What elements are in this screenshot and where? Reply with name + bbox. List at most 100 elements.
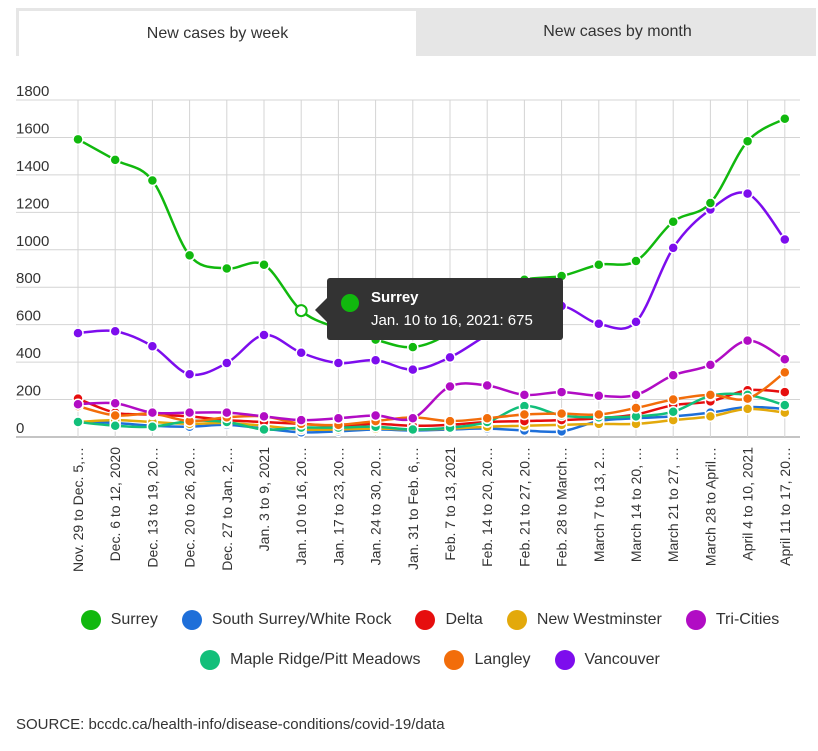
tab-by-week[interactable]: New cases by week (16, 8, 419, 56)
data-point-tri-cities (369, 409, 382, 422)
y-tick-label: 600 (16, 308, 41, 325)
data-point-surrey (221, 262, 233, 275)
data-point-tri-cities (555, 386, 568, 398)
data-point-vancouver (667, 242, 679, 254)
legend-item-maple-ridge[interactable]: Maple Ridge/Pitt Meadows (200, 650, 420, 670)
legend-label: New Westminster (536, 611, 662, 628)
x-tick-label: Jan. 24 to 30, 20… (368, 447, 384, 565)
data-point-vancouver (295, 347, 307, 359)
source-note: SOURCE: bccdc.ca/health-info/disease-con… (16, 716, 445, 733)
legend-label: South Surrey/White Rock (211, 611, 392, 628)
data-point-delta (779, 386, 791, 398)
x-tick-label: Dec. 6 to 12, 2020 (107, 447, 123, 562)
data-point-langley (109, 409, 121, 422)
legend-item-langley[interactable]: Langley (444, 650, 531, 670)
data-point-tri-cities (146, 406, 159, 419)
series-line-tri-cities (77, 339, 786, 422)
y-tick-label: 1800 (16, 83, 49, 100)
x-tick-label: April 11 to 17, 20… (777, 447, 793, 566)
data-point-tri-cities (258, 410, 270, 423)
legend-dot-icon (415, 610, 436, 630)
data-point-langley (667, 393, 679, 406)
data-point-vancouver (221, 357, 233, 369)
data-point-vancouver (146, 340, 159, 352)
y-tick-label: 1600 (16, 120, 49, 137)
data-point-maple-ridge-pitt-meadows (109, 420, 121, 432)
data-point-tri-cities (72, 398, 84, 410)
data-point-surrey (294, 304, 308, 318)
data-point-tri-cities (667, 369, 679, 381)
legend-label: Tri-Cities (715, 611, 780, 628)
legend-item-surrey[interactable]: Surrey (80, 610, 158, 630)
data-point-tri-cities (295, 414, 307, 426)
tab-by-month[interactable]: New cases by month (419, 8, 816, 56)
data-point-new-westminster (704, 410, 717, 423)
x-tick-label: Jan. 3 to 9, 2021 (256, 447, 272, 552)
legend-label: Langley (474, 651, 531, 668)
y-tick-label: 200 (16, 383, 41, 400)
legend-dot-icon (200, 650, 221, 670)
x-tick-label: Nov. 29 to Dec. 5,… (70, 447, 86, 572)
data-point-vancouver (369, 354, 382, 366)
y-tick-label: 400 (16, 345, 41, 362)
data-point-tri-cities (593, 390, 605, 402)
data-point-vancouver (593, 317, 605, 330)
data-point-surrey (704, 197, 717, 209)
data-point-surrey (407, 341, 419, 353)
data-point-tri-cities (704, 359, 717, 371)
legend-label: Maple Ridge/Pitt Meadows (230, 651, 421, 668)
data-point-langley (518, 408, 531, 421)
x-tick-label: March 28 to April… (702, 447, 718, 566)
legend-row: Maple Ridge/Pitt Meadows Langley Vancouv… (60, 640, 800, 680)
legend-item-new-westminster[interactable]: New Westminster (506, 610, 662, 630)
data-point-vancouver (630, 316, 642, 328)
legend-item-south-surrey[interactable]: South Surrey/White Rock (181, 610, 392, 630)
data-point-vancouver (183, 368, 196, 381)
data-point-langley (555, 407, 568, 420)
x-tick-label: Feb. 21 to 27, 20… (516, 447, 532, 567)
data-point-maple-ridge-pitt-meadows (72, 416, 84, 428)
x-tick-label: Dec. 13 to 19, 20… (144, 447, 160, 568)
data-point-langley (593, 408, 605, 421)
x-tick-label: March 21 to 27, … (665, 447, 681, 562)
x-tick-label: Dec. 27 to Jan. 2,… (219, 447, 235, 571)
x-tick-label: March 7 to 13, 2… (591, 447, 607, 562)
data-point-tri-cities (221, 406, 233, 419)
data-point-surrey (667, 215, 679, 228)
data-point-tri-cities (779, 353, 791, 366)
line-chart: 0 200 400 600 800 1000 1200 1400 1600 1800 Nov. 29… (16, 83, 800, 572)
data-point-vancouver (741, 187, 754, 200)
data-point-tri-cities (407, 412, 419, 425)
data-point-vancouver (407, 363, 419, 376)
legend-item-delta[interactable]: Delta (415, 610, 483, 630)
data-point-tri-cities (444, 380, 456, 393)
legend-label: Delta (445, 611, 483, 628)
legend-dot-icon (444, 650, 465, 670)
data-point-surrey (109, 154, 121, 166)
x-tick-label: Feb. 14 to 20, 20… (479, 447, 495, 567)
legend-item-tri-cities[interactable]: Tri-Cities (685, 610, 780, 630)
legend-item-vancouver[interactable]: Vancouver (554, 650, 660, 670)
legend-dot-icon (506, 610, 527, 630)
x-tick-label: Jan. 10 to 16, 20… (293, 447, 309, 565)
y-tick-label: 0 (16, 420, 24, 437)
data-point-maple-ridge-pitt-meadows (667, 405, 679, 418)
data-point-vancouver (72, 327, 84, 339)
tab-bar: New cases by week New cases by month (16, 8, 816, 56)
data-point-maple-ridge-pitt-meadows (779, 399, 791, 411)
data-point-maple-ridge-pitt-meadows (146, 420, 159, 433)
data-point-langley (630, 402, 642, 414)
data-point-surrey (741, 135, 754, 147)
data-point-langley (704, 389, 717, 401)
data-point-new-westminster (741, 403, 754, 415)
legend-dot-icon (685, 610, 706, 630)
legend-row: Surrey South Surrey/White Rock Delta New… (60, 600, 800, 640)
x-tick-label: Jan. 17 to 23, 20… (330, 447, 346, 565)
x-tick-label: March 14 to 20, … (628, 447, 644, 562)
y-tick-label: 1400 (16, 158, 49, 175)
x-tick-label: Feb. 7 to 13, 2021 (442, 447, 458, 561)
data-point-tri-cities (183, 406, 196, 419)
data-point-vancouver (109, 325, 121, 337)
x-tick-label: April 4 to 10, 2021 (740, 447, 756, 561)
data-point-surrey (779, 112, 791, 125)
